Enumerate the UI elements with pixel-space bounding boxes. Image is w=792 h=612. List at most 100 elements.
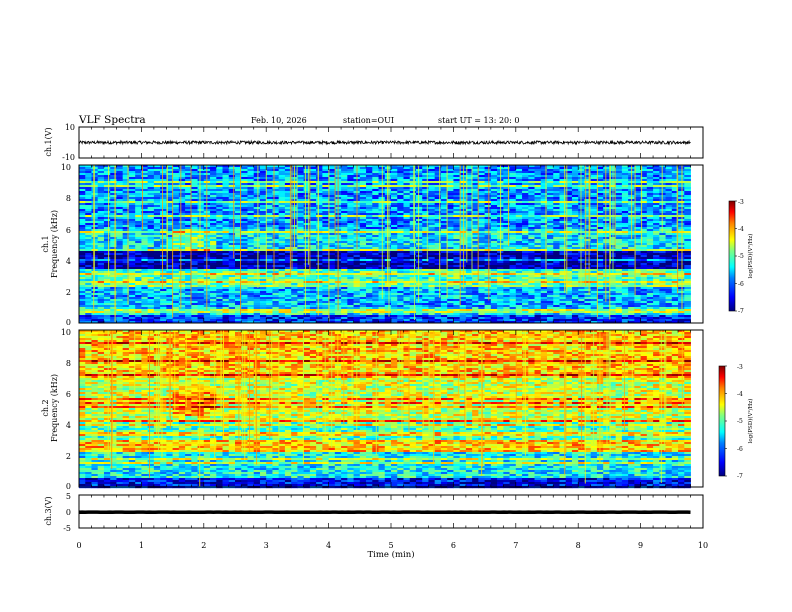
- spectrogram-cell: [191, 253, 198, 256]
- spectrogram-cell: [185, 261, 192, 264]
- spectrogram-cell: [272, 231, 280, 234]
- spectrogram-cell: [122, 217, 130, 220]
- spectrogram-cell: [515, 213, 523, 216]
- spectrogram-cell: [197, 173, 205, 176]
- spectrogram-cell: [684, 249, 691, 252]
- spectrogram-cell: [540, 173, 548, 176]
- spectrogram-cell: [447, 197, 454, 200]
- spectrogram-cell: [397, 181, 404, 184]
- spectrogram-cell: [409, 263, 417, 266]
- spectrogram-cell: [222, 195, 230, 198]
- spectrogram-cell: [103, 185, 111, 188]
- spectrogram-cell: [178, 199, 186, 202]
- spectrogram-cell: [434, 211, 442, 214]
- spectrogram-cell: [247, 201, 255, 204]
- spectrogram-cell: [571, 257, 579, 260]
- spectrogram-cell: [465, 233, 473, 236]
- spectrogram-cell: [472, 173, 479, 176]
- spectrogram-cell: [534, 205, 542, 208]
- spectrogram-cell: [253, 195, 261, 198]
- spectrogram-cell: [484, 199, 492, 202]
- spectrogram-cell: [553, 189, 560, 192]
- spectrogram-cell: [459, 241, 467, 244]
- spectrogram-cell: [422, 227, 429, 230]
- spectrogram-cell: [103, 217, 111, 220]
- spectrogram-cell: [621, 201, 629, 204]
- spectrogram-cell: [459, 197, 467, 200]
- spectrogram-cell: [303, 165, 311, 168]
- spectrogram-cell: [490, 177, 498, 180]
- spectrogram-cell: [472, 189, 479, 192]
- spectrogram-cell: [153, 203, 161, 206]
- spectrogram-cell: [665, 203, 673, 206]
- spectrogram-cell: [235, 177, 242, 180]
- spectrogram-cell: [359, 201, 367, 204]
- spectrogram-cell: [484, 231, 492, 234]
- spectrogram-cell: [559, 241, 567, 244]
- spectrogram-cell: [584, 237, 592, 240]
- spectrogram-cell: [621, 219, 629, 222]
- spectrogram-cell: [621, 181, 629, 184]
- spectrogram-cell: [103, 191, 111, 194]
- spectrogram-cell: [503, 257, 510, 260]
- spectrogram-cell: [571, 191, 579, 194]
- spectrogram-cell: [135, 229, 142, 232]
- spectrogram-cell: [447, 167, 454, 170]
- spectrogram-cell: [465, 205, 473, 208]
- spectrogram-cell: [634, 235, 641, 238]
- spectrogram-cell: [309, 217, 317, 220]
- spectrogram-cell: [640, 165, 648, 168]
- spectrogram-cell: [235, 171, 242, 174]
- spectrogram-cell: [284, 245, 292, 248]
- spectrogram-cell: [191, 263, 198, 266]
- spectrogram-cell: [272, 183, 280, 186]
- spectrogram-cell: [615, 223, 623, 226]
- spectrogram-cell: [621, 227, 629, 230]
- spectrogram-cell: [528, 213, 535, 216]
- spectrogram-cell: [428, 213, 436, 216]
- spectrogram-cell: [665, 187, 673, 190]
- spectrogram-cell: [671, 207, 679, 210]
- spectrogram-cell: [241, 175, 248, 178]
- spectrogram-cell: [197, 181, 205, 184]
- spectrogram-cell: [465, 243, 473, 246]
- spectrogram-cell: [484, 183, 492, 186]
- spectrogram-cell: [366, 255, 373, 258]
- spectrogram-cell: [571, 169, 579, 172]
- spectrogram-cell: [366, 189, 373, 192]
- spectrogram-cell: [216, 167, 223, 170]
- spectrogram-cell: [284, 223, 292, 226]
- spectrogram-cell: [309, 243, 317, 246]
- spectrogram-cell: [79, 203, 86, 206]
- spectrogram-cell: [528, 179, 535, 182]
- spectrogram-cell: [528, 165, 535, 168]
- spectrogram-cell: [122, 207, 130, 210]
- spectrogram-cell: [472, 167, 479, 170]
- spectrogram-cell: [397, 229, 404, 232]
- spectrogram-cell: [160, 263, 167, 266]
- spectrogram-cell: [440, 217, 448, 220]
- spectrogram-cell: [615, 255, 623, 258]
- spectrogram-cell: [403, 181, 411, 184]
- spectrogram-cell: [671, 227, 679, 230]
- spectrogram-cell: [85, 169, 92, 172]
- spectrogram-cell: [434, 169, 442, 172]
- spectrogram-cell: [309, 233, 317, 236]
- spectrogram-cell: [316, 237, 323, 240]
- spectrogram-cell: [547, 243, 554, 246]
- spectrogram-cell: [478, 223, 485, 226]
- spectrogram-cell: [509, 199, 517, 202]
- spectrogram-cell: [141, 215, 149, 218]
- spectrogram-cell: [122, 251, 130, 254]
- spectrogram-cell: [278, 175, 286, 178]
- spectrogram-cell: [447, 253, 454, 256]
- spectrogram-cell: [646, 203, 654, 206]
- spectrogram-cell: [85, 261, 92, 264]
- spectrogram-cell: [210, 211, 217, 214]
- spectrogram-cell: [684, 193, 691, 196]
- spectrogram-cell: [590, 211, 598, 214]
- spectrogram-cell: [428, 249, 436, 252]
- spectrogram-cell: [603, 233, 610, 236]
- spectrogram-cell: [216, 221, 223, 224]
- spectrogram-cell: [110, 259, 117, 262]
